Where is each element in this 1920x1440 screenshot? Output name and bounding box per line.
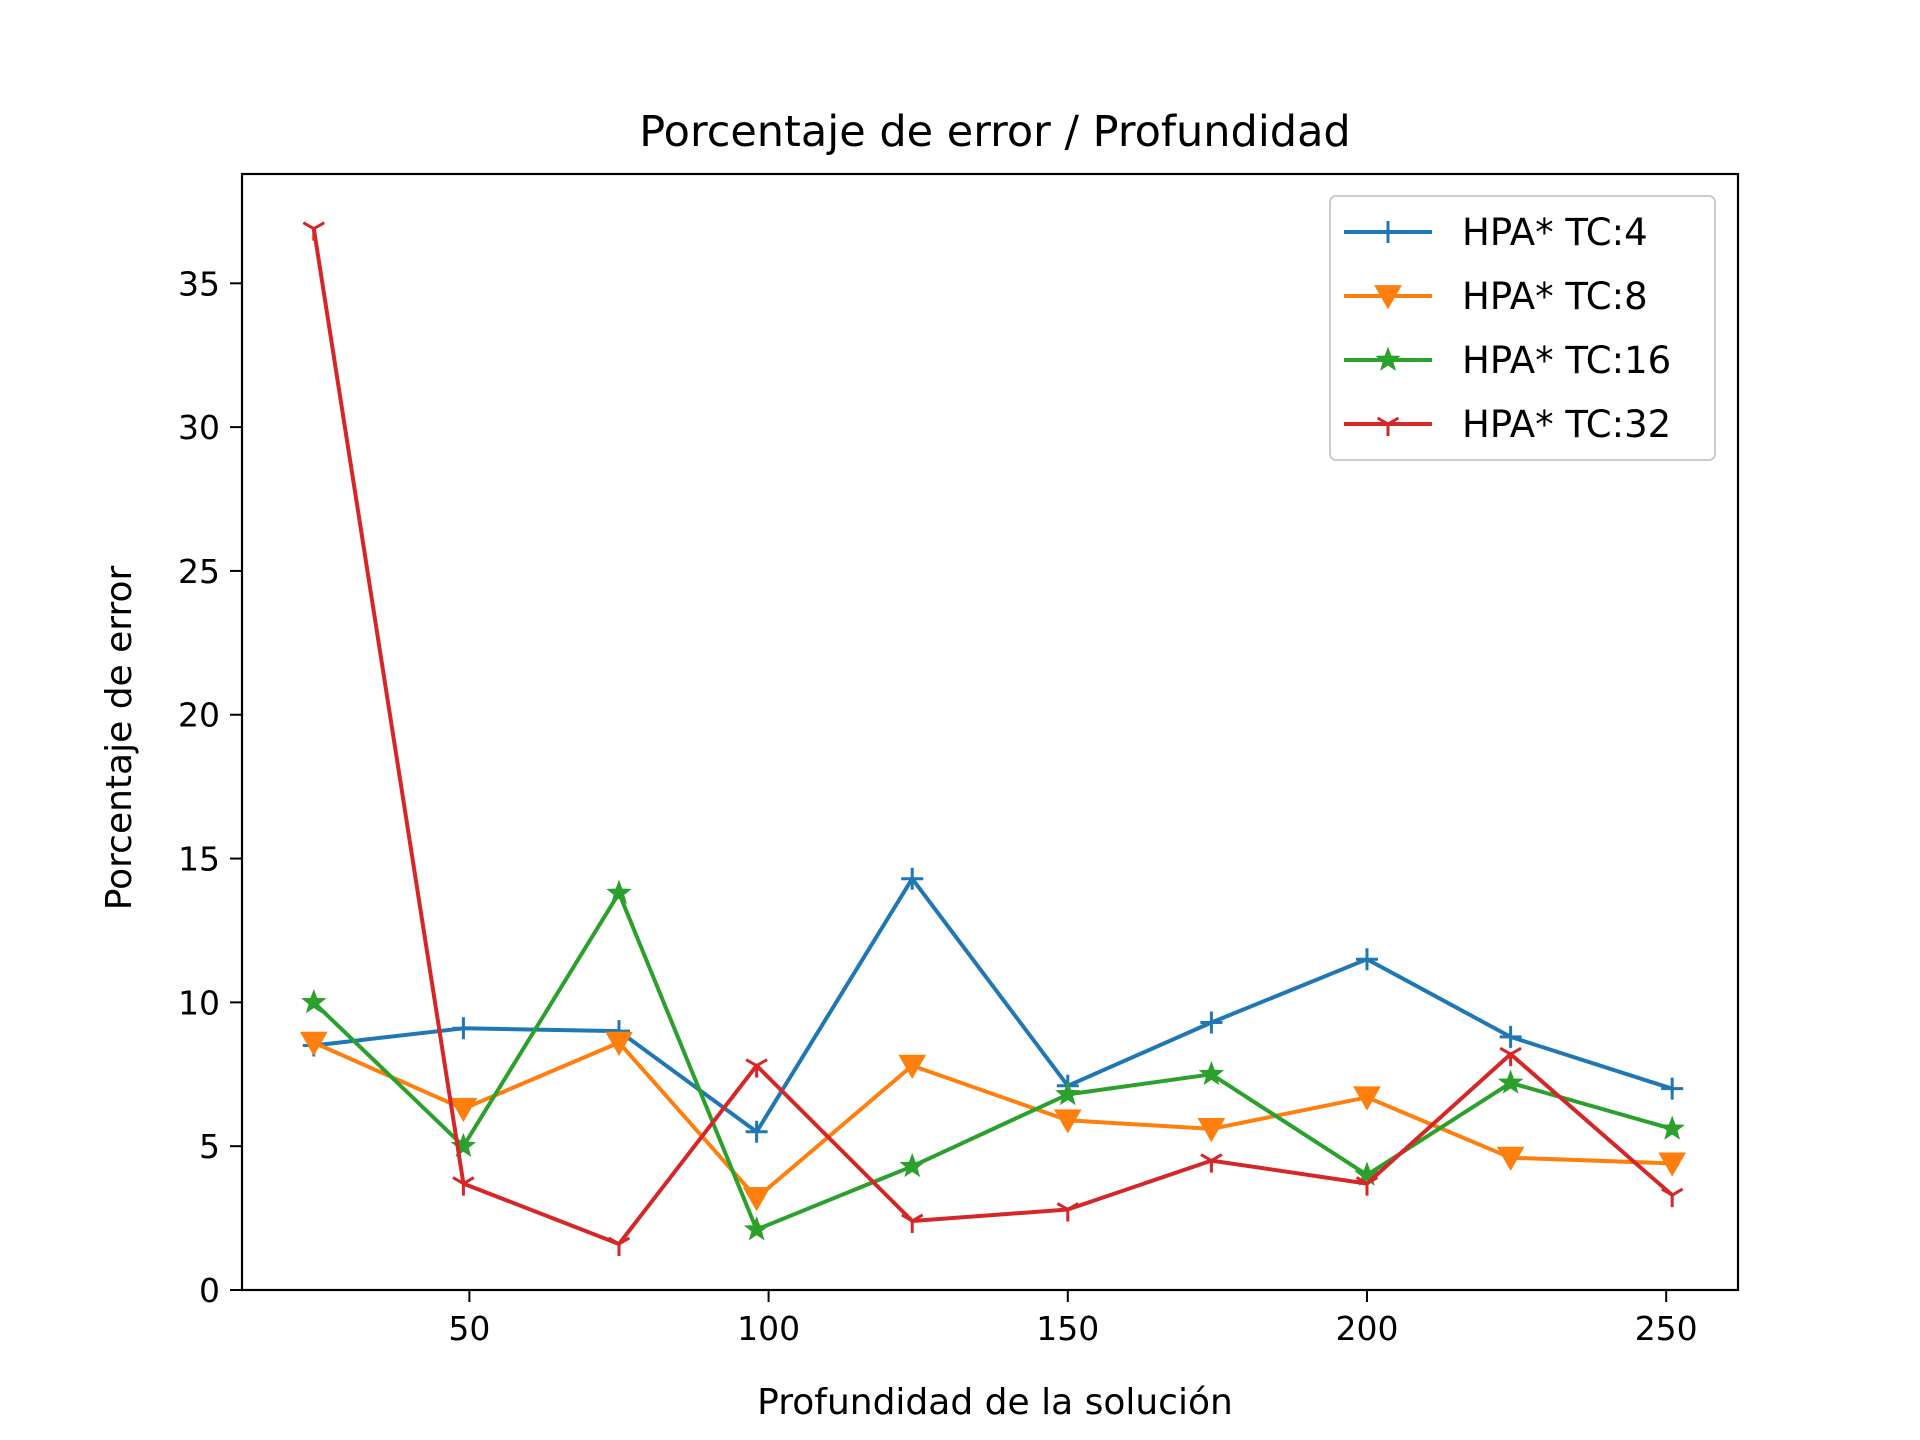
y-tick-label: 10 <box>178 983 220 1022</box>
x-axis-label: Profundidad de la solución <box>757 1382 1233 1423</box>
series-hpa-tc-4-point <box>452 1017 475 1040</box>
series-hpa-tc-16-point <box>1659 1115 1685 1140</box>
legend-item-hpa-tc-16: HPA* TC:16 <box>1344 339 1671 382</box>
series-hpa-tc-16-point <box>1055 1080 1081 1106</box>
series-hpa-tc-32-point <box>1355 1176 1379 1196</box>
legend-box <box>1329 195 1716 461</box>
series-hpa-tc-16-point <box>606 879 632 904</box>
series-hpa-tc-32-point <box>1660 1187 1684 1208</box>
legend-label: HPA* TC:4 <box>1462 211 1648 254</box>
series-hpa-tc-16-line <box>310 891 1675 1232</box>
series-hpa-tc-32-point <box>745 1058 768 1078</box>
series-hpa-tc-32-point <box>607 1236 631 1256</box>
series-hpa-tc-4-line <box>311 876 1675 1134</box>
y-tick-label: 25 <box>178 552 220 591</box>
series-hpa-tc-16-point <box>1497 1069 1524 1094</box>
series-hpa-tc-16-point <box>899 1152 925 1178</box>
series-hpa-tc-8-point <box>1197 1118 1226 1143</box>
y-tick-label: 35 <box>178 264 220 303</box>
x-tick-label: 250 <box>1635 1309 1698 1348</box>
x-tick-label: 50 <box>448 1309 490 1348</box>
x-tick-label: 100 <box>737 1309 800 1348</box>
series-hpa-tc-8-point <box>742 1187 771 1212</box>
legend-marker <box>1375 346 1401 371</box>
y-tick-label: 15 <box>178 840 220 879</box>
series-hpa-tc-16-point <box>743 1216 770 1241</box>
series-hpa-tc-4-point <box>1499 1025 1522 1048</box>
y-tick-label: 20 <box>178 696 220 735</box>
x-tick-label: 200 <box>1335 1309 1398 1348</box>
y-tick-label: 30 <box>178 408 220 447</box>
series-hpa-tc-16-point <box>301 988 327 1014</box>
legend-label: HPA* TC:16 <box>1462 339 1671 382</box>
series-hpa-tc-8-point <box>1053 1109 1082 1134</box>
legend-item-hpa-tc-32: HPA* TC:32 <box>1344 403 1671 446</box>
series-hpa-tc-32-point <box>1056 1202 1079 1222</box>
y-tick-label: 0 <box>199 1271 220 1310</box>
series-hpa-tc-32-point <box>1499 1046 1522 1067</box>
series-hpa-tc-4-point <box>1355 948 1378 971</box>
series-hpa-tc-8-point <box>299 1031 328 1056</box>
legend-label: HPA* TC:32 <box>1462 403 1671 446</box>
series-hpa-tc-32-point <box>1200 1153 1223 1173</box>
y-tick-label: 5 <box>199 1127 220 1166</box>
legend-marker <box>1376 416 1400 436</box>
legend-item-hpa-tc-4: HPA* TC:4 <box>1344 211 1648 254</box>
series-hpa-tc-16-point <box>1354 1161 1380 1186</box>
series-hpa-tc-8-point <box>898 1054 927 1080</box>
series-hpa-tc-16-point <box>1198 1060 1225 1086</box>
series-hpa-tc-32-point <box>901 1213 924 1233</box>
series-hpa-tc-8-point <box>605 1031 633 1056</box>
series-hpa-tc-16-point <box>450 1132 477 1158</box>
series-hpa-tc-32-point <box>302 221 325 241</box>
plot-frame <box>240 172 1740 1292</box>
legend-label: HPA* TC:8 <box>1462 275 1648 318</box>
series-hpa-tc-4-point <box>1200 1011 1223 1034</box>
legend: HPA* TC:4 HPA* TC:8 HPA* TC:16 HPA* TC:32 <box>1329 195 1716 461</box>
series-hpa-tc-32-point <box>452 1176 475 1196</box>
legend-item-hpa-tc-8: HPA* TC:8 <box>1344 275 1648 318</box>
series-hpa-tc-8-point <box>449 1097 478 1123</box>
y-axis-label: Porcentaje de error <box>99 566 140 911</box>
series-hpa-tc-4-point <box>901 867 924 890</box>
chart-title: Porcentaje de error / Profundidad <box>639 107 1350 157</box>
series-hpa-tc-4-point <box>1661 1077 1684 1100</box>
axes: 50 100 150 200 250 0 5 10 15 20 25 30 35 <box>178 172 1740 1348</box>
plot-area <box>299 221 1687 1256</box>
series-hpa-tc-4-point <box>745 1120 768 1143</box>
legend-marker <box>1377 221 1399 243</box>
series-hpa-tc-8-point <box>1353 1086 1381 1111</box>
legend-marker <box>1374 285 1402 310</box>
x-tick-label: 150 <box>1036 1309 1099 1348</box>
series-hpa-tc-8-point <box>1658 1152 1687 1177</box>
series-hpa-tc-8-point <box>1496 1146 1525 1172</box>
series-hpa-tc-32-line <box>311 226 1676 1246</box>
